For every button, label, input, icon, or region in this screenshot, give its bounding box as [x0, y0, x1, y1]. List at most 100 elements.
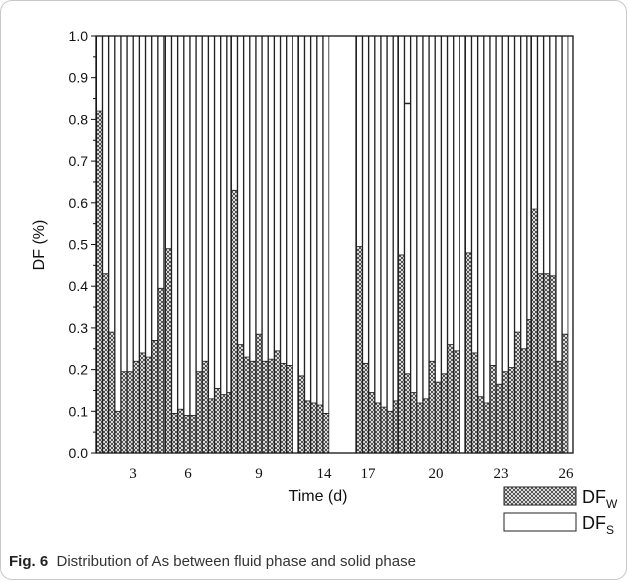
bar-dfs — [561, 35, 569, 335]
bar-dfs — [231, 35, 238, 191]
bar-dfw — [453, 350, 460, 454]
x-tick-label: 6 — [184, 466, 192, 482]
bar-dfw — [514, 331, 521, 454]
bar-dfw — [268, 358, 275, 454]
bar-dfw — [249, 360, 257, 454]
bar-dfs — [322, 35, 330, 414]
bar-dfw — [237, 344, 244, 454]
bar-dfw — [108, 331, 115, 454]
bar-dfw — [404, 373, 411, 454]
y-tick-label: 0.9 — [69, 70, 89, 86]
bar-dfw — [531, 208, 538, 454]
bar-dfw — [202, 360, 209, 454]
bar-dfs — [520, 35, 527, 350]
bar-dfs — [447, 35, 454, 345]
bar-dfs — [108, 35, 115, 333]
bar-dfw — [447, 344, 454, 454]
bar-dfs — [502, 35, 509, 373]
bar-dfw — [261, 360, 269, 454]
bar-dfs — [465, 35, 472, 254]
bar-dfw — [561, 333, 569, 454]
bar-dfs — [133, 35, 140, 362]
y-tick-label: 1.0 — [69, 28, 89, 44]
bar-dfs — [489, 35, 497, 366]
bar-dfw — [310, 402, 317, 454]
bar-dfs — [398, 35, 405, 256]
bar-dfw — [151, 340, 158, 454]
bar-dfs — [183, 35, 191, 416]
bar-dfs — [208, 35, 215, 400]
bar-dfs — [243, 35, 250, 358]
bar-dfs — [189, 35, 197, 416]
bars-layer — [96, 35, 569, 454]
bar-dfw — [183, 415, 191, 454]
bar-dfw — [537, 273, 544, 454]
bar-dfs — [202, 35, 209, 362]
bar-dfw — [274, 350, 281, 454]
bar-dfs — [483, 35, 491, 404]
bar-dfw — [502, 371, 509, 454]
bar-dfs — [508, 35, 515, 368]
bar-dfs — [368, 35, 375, 393]
y-tick-label: 0.4 — [69, 278, 89, 294]
bar-dfs — [404, 35, 411, 375]
bar-dfw — [489, 365, 497, 454]
bar-dfw — [208, 398, 215, 454]
bar-dfw — [520, 348, 527, 454]
bar-dfs — [555, 35, 563, 362]
bar-dfw — [304, 400, 311, 454]
bar-dfs — [126, 35, 134, 373]
bar-dfw — [368, 392, 375, 454]
bar-dfs — [214, 35, 221, 389]
bar-dfs — [237, 35, 244, 345]
legend-swatch — [503, 486, 577, 506]
bar-dfs — [145, 35, 152, 358]
bar-dfw — [157, 287, 165, 454]
bar-dfw — [126, 371, 134, 454]
bar-dfs — [255, 35, 263, 335]
bar-dfs — [495, 35, 503, 385]
bar-dfw — [171, 412, 178, 454]
y-axis-label: DF (%) — [31, 220, 48, 271]
bar-dfs — [310, 35, 317, 404]
y-tick-label: 0.0 — [69, 445, 89, 461]
x-tick-label: 23 — [494, 466, 509, 482]
bar-dfw — [416, 402, 424, 454]
figure-caption-label: Fig. 6 — [9, 553, 49, 570]
bar-dfw — [220, 394, 227, 454]
figure-caption-text: Distribution of As between fluid phase a… — [56, 553, 416, 570]
bar-dfw — [243, 356, 250, 454]
x-axis-label: Time (d) — [289, 488, 348, 505]
bar-dfw — [316, 404, 324, 454]
y-tick-label: 0.6 — [69, 195, 89, 211]
bar-dfs — [195, 35, 203, 373]
bar-dfs — [280, 35, 287, 364]
x-tick-label: 26 — [559, 466, 575, 482]
bar-dfw — [495, 383, 503, 454]
x-tick-label: 14 — [317, 466, 333, 482]
y-tick-label: 0.1 — [69, 403, 89, 419]
bar-dfs — [380, 35, 388, 408]
x-tick-label: 20 — [429, 466, 444, 482]
bar-dfw — [543, 273, 550, 454]
bar-dfs — [477, 35, 484, 398]
bar-dfs — [316, 35, 324, 406]
bar-dfs — [304, 35, 311, 402]
bar-dfs — [261, 35, 269, 362]
bar-dfs — [249, 35, 257, 362]
bar-dfs — [139, 35, 146, 354]
bar-dfw-cap — [404, 102, 411, 105]
bar-dfw — [96, 110, 103, 454]
bar-dfw — [362, 362, 369, 454]
bar-dfw — [189, 415, 197, 454]
legend-swatch — [503, 512, 577, 532]
bar-dfw — [508, 367, 515, 454]
bar-dfs — [441, 35, 448, 375]
bar-dfs — [171, 35, 178, 414]
bar-dfs — [177, 35, 184, 410]
axes-layer: 0.0 0.1 0.2 0.3 0.4 0.5 0.6 0.7 0.8 0.9 1.0 3 6 9 14 17… — [31, 28, 574, 505]
bar-dfw — [120, 371, 128, 454]
bar-dfw — [214, 387, 221, 454]
bar-dfw — [165, 248, 172, 454]
